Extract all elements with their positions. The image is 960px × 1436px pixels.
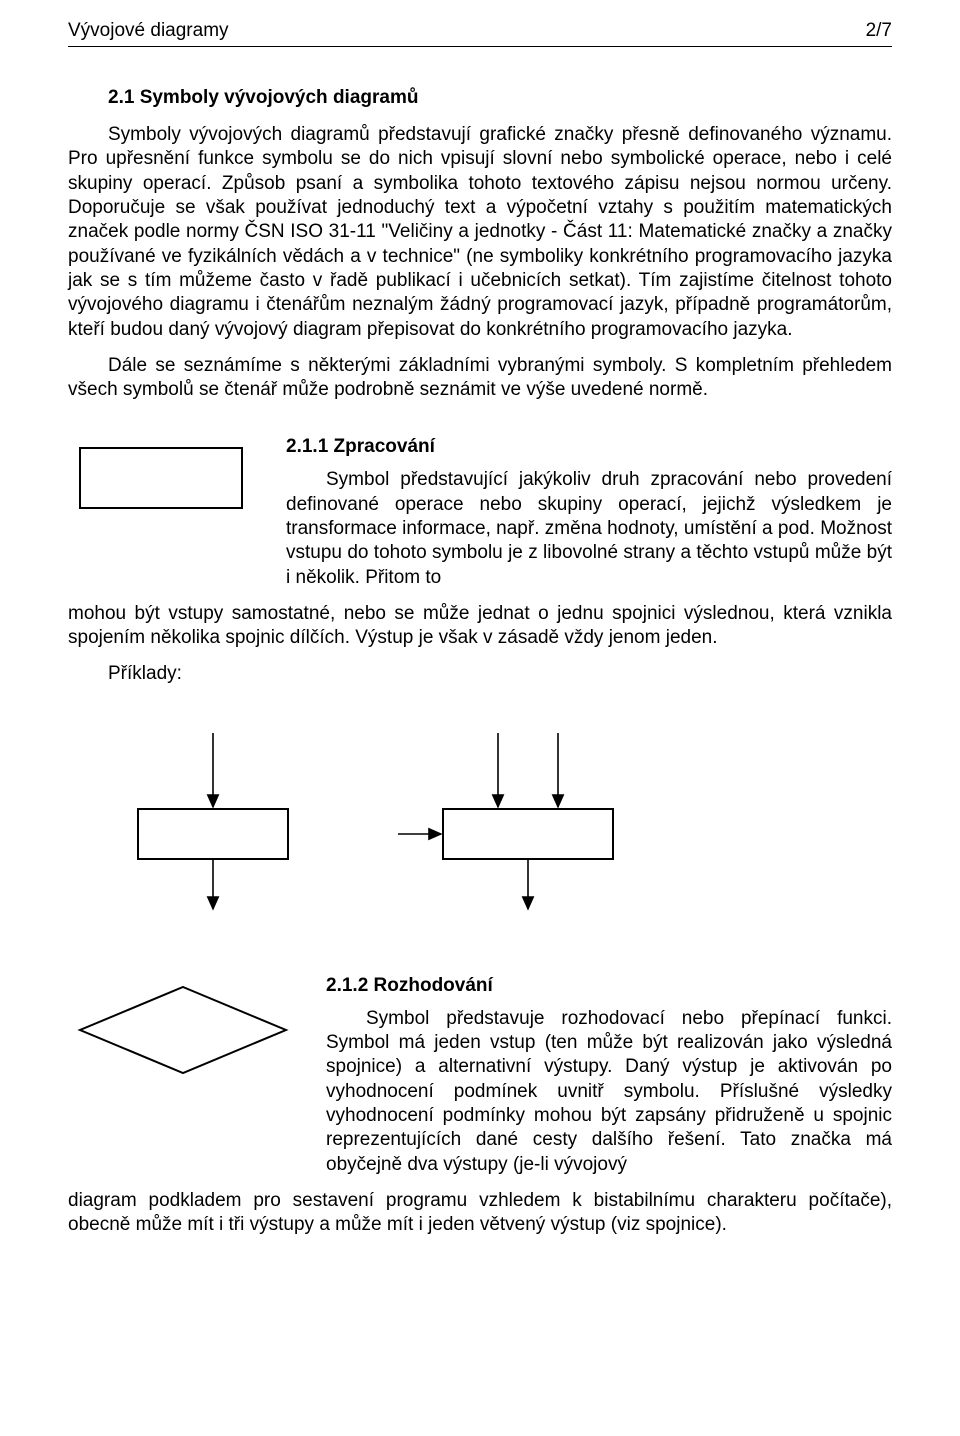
rectangle-icon xyxy=(68,436,258,522)
diamond-icon xyxy=(68,975,298,1085)
section1-para2: Dále se seznámíme s některými základními… xyxy=(68,354,892,403)
example1-diagram xyxy=(128,725,298,915)
rozhodovani-para-right: Symbol představuje rozhodovací nebo přep… xyxy=(326,1007,892,1177)
zpracovani-text-right: 2.1.1 Zpracování Symbol představující ja… xyxy=(286,436,892,602)
rozhodovani-symbol xyxy=(68,975,298,1085)
examples-label: Příklady: xyxy=(68,663,892,685)
example2-diagram xyxy=(388,725,648,915)
sub-heading-2-1-2: 2.1.2 Rozhodování xyxy=(326,975,892,997)
zpracovani-para-cont: mohou být vstupy samostatné, nebo se můž… xyxy=(68,602,892,651)
rozhodovani-para-cont: diagram podkladem pro sestavení programu… xyxy=(68,1189,892,1238)
header-title: Vývojové diagramy xyxy=(68,20,229,42)
zpracovani-block: 2.1.1 Zpracování Symbol představující ja… xyxy=(68,436,892,602)
zpracovani-para-right: Symbol představující jakýkoliv druh zpra… xyxy=(286,468,892,590)
page: Vývojové diagramy 2/7 2.1 Symboly vývojo… xyxy=(0,0,960,1436)
header-page-number: 2/7 xyxy=(866,20,892,42)
section-heading-2-1: 2.1 Symboly vývojových diagramů xyxy=(68,87,892,109)
page-header: Vývojové diagramy 2/7 xyxy=(68,20,892,42)
zpracovani-symbol xyxy=(68,436,258,522)
rozhodovani-text-right: 2.1.2 Rozhodování Symbol představuje roz… xyxy=(326,975,892,1189)
rozhodovani-block: 2.1.2 Rozhodování Symbol představuje roz… xyxy=(68,975,892,1189)
examples-row xyxy=(128,725,892,915)
header-rule xyxy=(68,46,892,47)
sub-heading-2-1-1: 2.1.1 Zpracování xyxy=(286,436,892,458)
section1-para1: Symboly vývojových diagramů představují … xyxy=(68,123,892,342)
